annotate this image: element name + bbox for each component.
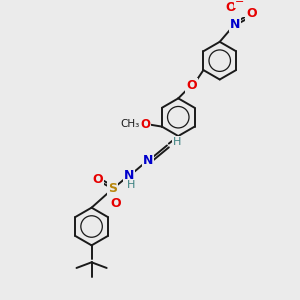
Text: O: O (92, 173, 103, 186)
Text: N: N (124, 169, 134, 182)
Text: O: O (247, 7, 257, 20)
Text: O: O (140, 118, 150, 131)
Text: N: N (143, 154, 153, 167)
Text: N: N (230, 18, 240, 32)
Text: O: O (111, 197, 122, 210)
Text: H: H (173, 137, 182, 147)
Text: CH₃: CH₃ (120, 119, 140, 129)
Text: O: O (226, 2, 236, 14)
Text: −: − (235, 0, 244, 7)
Text: H: H (127, 180, 135, 190)
Text: S: S (108, 182, 117, 195)
Text: O: O (186, 79, 197, 92)
